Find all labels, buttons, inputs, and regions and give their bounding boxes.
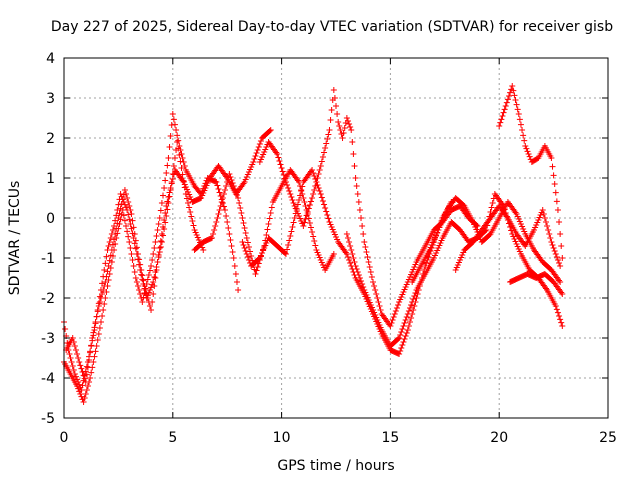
x-tick-label: 15 bbox=[381, 430, 399, 446]
chart-title: Day 227 of 2025, Sidereal Day-to-day VTE… bbox=[51, 19, 613, 35]
data-series-s6 bbox=[256, 87, 481, 329]
y-axis-label: SDTVAR / TECUs bbox=[7, 181, 23, 296]
y-tick-label: 1 bbox=[46, 171, 55, 187]
x-tick-label: 20 bbox=[490, 430, 508, 446]
plot-frame bbox=[63, 57, 609, 419]
y-tick-label: 4 bbox=[46, 51, 55, 67]
y-tick-label: -5 bbox=[41, 411, 55, 427]
x-axis-ticks: 0 5 10 15 20 25 bbox=[60, 58, 617, 446]
y-axis-ticks: -5 -4 -3 -2 -1 0 1 2 3 4 bbox=[41, 51, 608, 427]
data-point-markers bbox=[409, 195, 564, 285]
grid-lines bbox=[64, 58, 608, 418]
y-tick-label: -2 bbox=[41, 291, 55, 307]
x-axis-label: GPS time / hours bbox=[277, 458, 394, 474]
data-point-markers bbox=[507, 271, 566, 297]
x-tick-label: 0 bbox=[60, 430, 69, 446]
y-tick-label: -3 bbox=[41, 331, 55, 347]
data-point-markers bbox=[452, 203, 564, 273]
data-point-markers bbox=[191, 167, 337, 277]
x-tick-label: 5 bbox=[168, 430, 177, 446]
x-tick-label: 10 bbox=[273, 430, 291, 446]
data-point-markers bbox=[496, 83, 566, 261]
data-series-group bbox=[61, 83, 566, 405]
data-series-s10 bbox=[507, 271, 566, 297]
y-tick-label: 0 bbox=[46, 211, 55, 227]
data-series-s11 bbox=[452, 203, 564, 273]
data-series-s3 bbox=[63, 127, 274, 385]
y-tick-label: -4 bbox=[41, 371, 55, 387]
y-tick-label: 3 bbox=[46, 91, 55, 107]
x-tick-label: 25 bbox=[599, 430, 617, 446]
data-series-s9 bbox=[496, 83, 566, 261]
data-series-s8 bbox=[409, 195, 564, 285]
data-point-markers bbox=[256, 87, 481, 329]
data-point-markers bbox=[63, 127, 274, 385]
data-series-s4 bbox=[191, 167, 337, 277]
y-tick-label: 2 bbox=[46, 131, 55, 147]
y-tick-label: -1 bbox=[41, 251, 55, 267]
